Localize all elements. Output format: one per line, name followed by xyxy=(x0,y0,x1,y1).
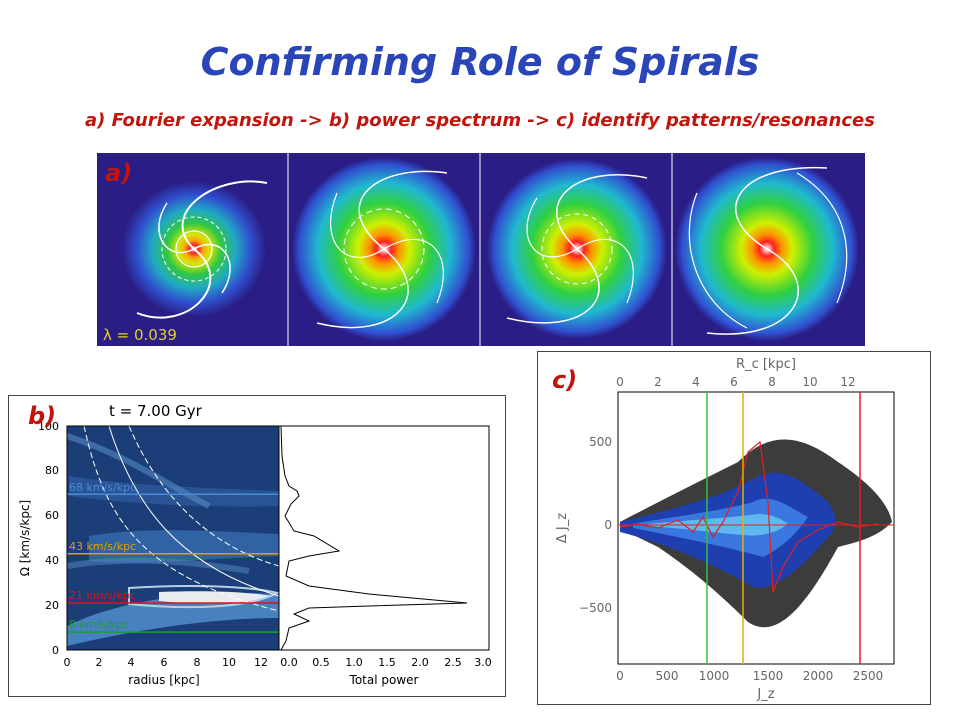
y-axis-label-omega: Ω [km/s/kpc] xyxy=(18,500,32,577)
y-tick: 20 xyxy=(45,599,59,612)
power-spectrum-plot: 68 km/s/kpc 43 km/s/kpc 21 km/s/kpc 8 km… xyxy=(18,402,492,687)
y-tick: 0 xyxy=(52,644,59,657)
bottom-tick: 2500 xyxy=(853,669,884,683)
y-tick: 40 xyxy=(45,554,59,567)
top-tick: 2 xyxy=(654,375,662,389)
panel-a-label: a) xyxy=(105,159,133,187)
pattern-label-8: 8 km/s/kpc xyxy=(69,618,129,631)
galaxy-snapshot-3 xyxy=(481,153,671,346)
slide-subtitle: a) Fourier expansion -> b) power spectru… xyxy=(85,110,875,131)
bottom-tick: 2000 xyxy=(803,669,834,683)
x-tick: 2 xyxy=(96,656,103,669)
panel-a-galaxy-snapshots: λ = 0.039 xyxy=(97,153,865,346)
x-tick: 10 xyxy=(222,656,236,669)
y-tick: 500 xyxy=(589,435,612,449)
galaxy-snapshot-strip: λ = 0.039 xyxy=(97,153,865,346)
y-tick: 100 xyxy=(38,420,59,433)
slide-title: Confirming Role of Spirals xyxy=(200,40,760,84)
y-tick: 0 xyxy=(604,518,612,532)
x-tick: 1.0 xyxy=(345,656,363,669)
bottom-tick: 1000 xyxy=(699,669,730,683)
x-tick: 6 xyxy=(161,656,168,669)
x-tick: 4 xyxy=(128,656,135,669)
x-tick: 3.0 xyxy=(474,656,492,669)
bottom-tick: 500 xyxy=(656,669,679,683)
y-tick: 80 xyxy=(45,464,59,477)
panel-b-power-spectrum: 68 km/s/kpc 43 km/s/kpc 21 km/s/kpc 8 km… xyxy=(8,395,506,697)
x-tick: 0 xyxy=(64,656,71,669)
x-tick: 2.5 xyxy=(444,656,462,669)
x-tick: 2.0 xyxy=(411,656,429,669)
x-tick: 0.0 xyxy=(280,656,298,669)
panel-b-label: b) xyxy=(28,402,57,430)
y-tick: 60 xyxy=(45,509,59,522)
pattern-label-43: 43 km/s/kpc xyxy=(69,540,136,553)
x-tick: 1.5 xyxy=(378,656,396,669)
x-tick: 8 xyxy=(194,656,201,669)
delta-jz-plot: 0 2 4 6 8 10 12 R_c [kpc] 0 500 1000 150… xyxy=(555,357,895,702)
lambda-label: λ = 0.039 xyxy=(103,326,177,344)
pattern-label-68: 68 km/s/kpc xyxy=(69,481,136,494)
y-tick: −500 xyxy=(579,601,612,615)
top-tick: 4 xyxy=(692,375,700,389)
bottom-axis-label: J_z xyxy=(756,687,774,702)
bottom-tick: 0 xyxy=(616,669,624,683)
bottom-tick: 1500 xyxy=(753,669,784,683)
top-tick: 10 xyxy=(802,375,817,389)
pattern-label-21: 21 km/s/kpc xyxy=(69,589,136,602)
x-axis-label-total-power: Total power xyxy=(349,673,419,687)
top-tick: 12 xyxy=(840,375,855,389)
x-axis-label-radius: radius [kpc] xyxy=(128,673,199,687)
top-tick: 0 xyxy=(616,375,624,389)
top-axis-label: R_c [kpc] xyxy=(736,357,796,372)
x-tick: 0.5 xyxy=(312,656,330,669)
y-axis-label: Δ J_z xyxy=(555,513,570,543)
panel-c-resonance-plot: 0 2 4 6 8 10 12 R_c [kpc] 0 500 1000 150… xyxy=(537,351,931,705)
galaxy-snapshot-4 xyxy=(673,153,865,346)
time-label: t = 7.00 Gyr xyxy=(109,402,203,420)
x-tick: 12 xyxy=(254,656,268,669)
galaxy-snapshot-1: λ = 0.039 xyxy=(97,153,287,346)
galaxy-snapshot-2 xyxy=(289,153,479,346)
panel-c-label: c) xyxy=(552,366,578,394)
top-tick: 8 xyxy=(768,375,776,389)
top-tick: 6 xyxy=(730,375,738,389)
